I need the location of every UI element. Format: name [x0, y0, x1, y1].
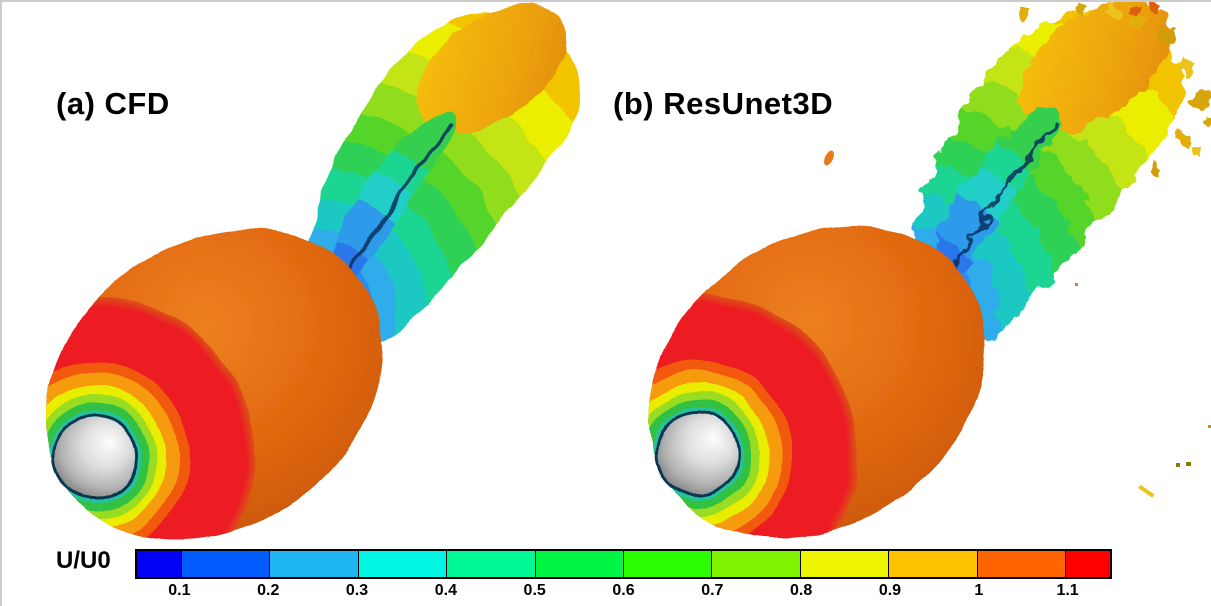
colorbar-tick: 0.9	[878, 582, 902, 599]
colorbar-tick: 0.6	[612, 582, 635, 599]
colorbar-segment	[623, 551, 712, 577]
colorbar-tick: 0.5	[523, 582, 546, 599]
colorbar-tick: 0.3	[345, 582, 369, 599]
colorbar-tick: 1.1	[1056, 582, 1079, 599]
colorbar-tick: 0.1	[168, 582, 191, 599]
colorbar-segment	[534, 551, 623, 577]
colorbar-segment	[180, 551, 270, 577]
colorbar-tick: 0.2	[257, 582, 280, 599]
panel-a-label: (a) CFD	[56, 86, 170, 121]
colorbar-segment	[357, 551, 447, 577]
colorbar-segment	[711, 551, 800, 577]
colorbar-segment	[1065, 551, 1110, 577]
prediction-debris	[1016, 2, 1211, 176]
colorbar-tick: 1	[974, 582, 984, 599]
colorbar-segment	[446, 551, 535, 577]
panel-b-rendering	[538, 2, 1211, 606]
colorbar-ticks: 0.1 0.2 0.3 0.4 0.5 0.6 0.7 0.8 0.9 1 1.1	[2, 582, 1211, 604]
panel-b-label: (b) ResUnet3D	[613, 86, 834, 121]
colorbar-segment	[888, 551, 977, 577]
colorbar-tick: 0.7	[701, 582, 724, 599]
colorbar-segment	[137, 551, 181, 577]
colorbar-title: U/U0	[56, 547, 111, 574]
colorbar-segment	[976, 551, 1066, 577]
colorbar-segment	[799, 551, 889, 577]
colorbar-segment	[269, 551, 358, 577]
colorbar-tick: 0.8	[790, 582, 813, 599]
colorbar	[135, 549, 1112, 579]
colorbar-tick: 0.4	[434, 582, 457, 599]
artifact-specks	[824, 150, 1211, 498]
